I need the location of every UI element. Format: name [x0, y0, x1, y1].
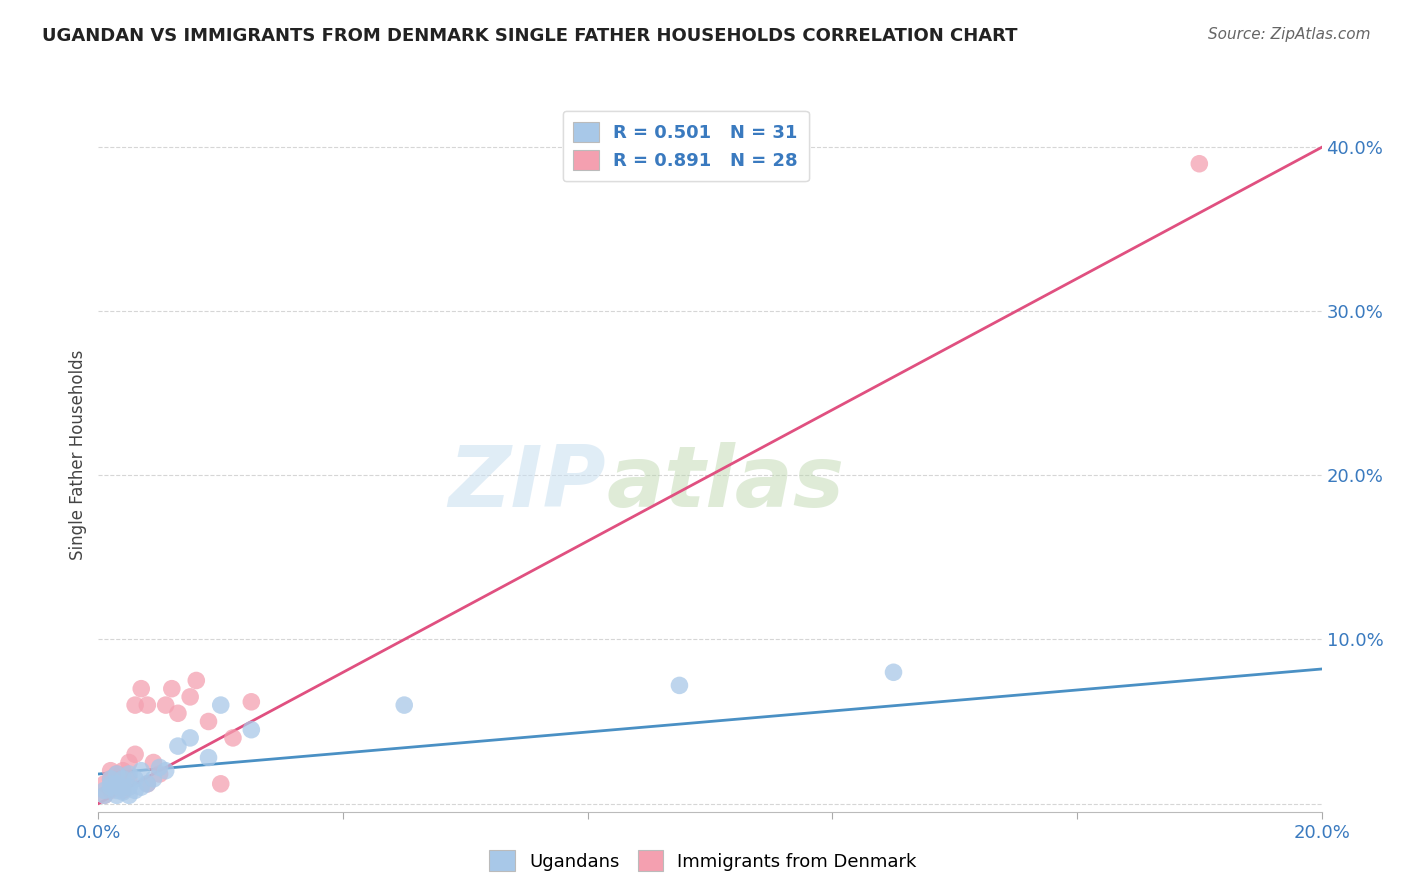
Text: atlas: atlas	[606, 442, 844, 525]
Point	[136, 777, 159, 791]
Point	[124, 783, 146, 797]
Point	[209, 777, 232, 791]
Point	[392, 698, 416, 712]
Point	[100, 764, 122, 778]
Point	[93, 783, 115, 797]
Point	[197, 750, 219, 764]
Point	[111, 772, 134, 786]
Y-axis label: Single Father Households: Single Father Households	[69, 350, 87, 560]
Point	[118, 772, 141, 786]
Point	[129, 681, 152, 696]
Point	[93, 777, 115, 791]
Point	[105, 767, 128, 781]
Point	[105, 780, 128, 794]
Point	[100, 772, 122, 786]
Point	[105, 789, 128, 803]
Point	[111, 785, 134, 799]
Point	[179, 690, 201, 704]
Point	[142, 772, 165, 786]
Point	[100, 777, 122, 791]
Point	[179, 731, 201, 745]
Point	[93, 789, 115, 803]
Point	[100, 780, 122, 794]
Point	[105, 777, 128, 791]
Point	[136, 698, 159, 712]
Point	[124, 772, 146, 786]
Point	[100, 783, 122, 797]
Point	[167, 706, 190, 721]
Point	[129, 764, 152, 778]
Point	[111, 764, 134, 778]
Text: ZIP: ZIP	[449, 442, 606, 525]
Point	[1188, 157, 1211, 171]
Point	[124, 698, 146, 712]
Point	[240, 723, 263, 737]
Point	[93, 789, 115, 803]
Point	[105, 783, 128, 797]
Point	[197, 714, 219, 729]
Point	[111, 780, 134, 794]
Point	[118, 756, 141, 770]
Point	[111, 783, 134, 797]
Text: UGANDAN VS IMMIGRANTS FROM DENMARK SINGLE FATHER HOUSEHOLDS CORRELATION CHART: UGANDAN VS IMMIGRANTS FROM DENMARK SINGL…	[42, 27, 1018, 45]
Point	[142, 756, 165, 770]
Point	[105, 767, 128, 781]
Point	[155, 698, 177, 712]
Point	[222, 731, 245, 745]
Point	[668, 678, 690, 692]
Point	[186, 673, 208, 688]
Point	[167, 739, 190, 753]
Point	[118, 789, 141, 803]
Point	[149, 767, 172, 781]
Point	[155, 764, 177, 778]
Point	[124, 747, 146, 762]
Point	[136, 777, 159, 791]
Legend: R = 0.501   N = 31, R = 0.891   N = 28: R = 0.501 N = 31, R = 0.891 N = 28	[562, 111, 808, 181]
Legend: Ugandans, Immigrants from Denmark: Ugandans, Immigrants from Denmark	[482, 843, 924, 879]
Point	[240, 695, 263, 709]
Point	[883, 665, 905, 680]
Point	[160, 681, 183, 696]
Point	[100, 772, 122, 786]
Text: Source: ZipAtlas.com: Source: ZipAtlas.com	[1208, 27, 1371, 42]
Point	[149, 760, 172, 774]
Point	[118, 780, 141, 794]
Point	[118, 767, 141, 781]
Point	[209, 698, 232, 712]
Point	[129, 780, 152, 794]
